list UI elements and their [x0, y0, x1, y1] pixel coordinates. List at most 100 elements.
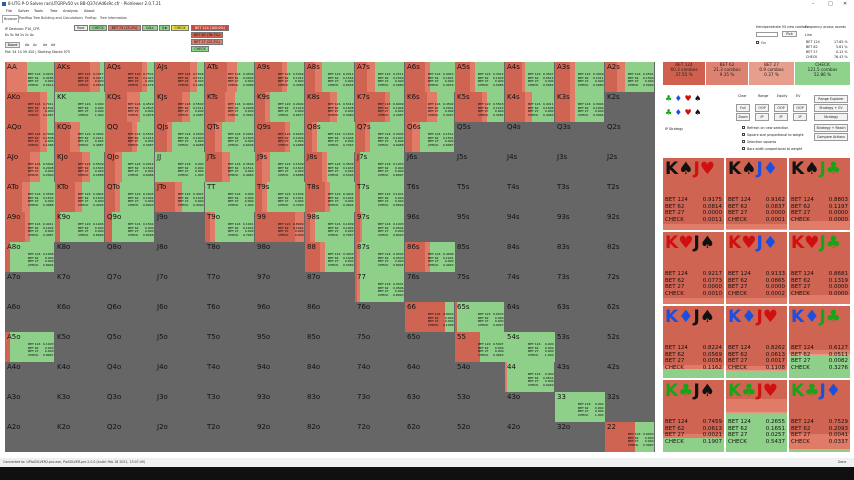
refresh-checkbox[interactable]: [742, 126, 745, 129]
hand-cell-64o[interactable]: 64o: [405, 362, 455, 392]
bet-74-button[interactable]: BET 74 (25.2%): [108, 25, 141, 31]
hand-cell-62o[interactable]: 62o: [405, 422, 455, 452]
hand-cell-J5s[interactable]: J5s: [455, 152, 505, 182]
hand-cell-A8s[interactable]: A8s BET 124 BET 62 BET 27 CHECK 0.2011 0.1…: [305, 62, 355, 92]
hand-cell-52s[interactable]: 52s: [605, 332, 655, 362]
hand-cell-T3o[interactable]: T3o: [205, 392, 255, 422]
hand-cell-T7s[interactable]: T7s BET 124 BET 62 BET 27 CHECK 0.1001 0.0…: [355, 182, 405, 212]
spade-icon-2[interactable]: ♠: [694, 108, 702, 117]
hand-cell-92s[interactable]: 92s: [605, 212, 655, 242]
combo-K♥J♣[interactable]: K♥J♣ BET 124 BET 62 BET 27 CHECK 0.8681 0.…: [789, 232, 850, 304]
hand-cell-J3s[interactable]: J3s: [555, 152, 605, 182]
hand-cell-T5o[interactable]: T5o: [205, 332, 255, 362]
pick-button[interactable]: Pick: [782, 31, 797, 37]
hand-cell-K8o[interactable]: K8o: [55, 242, 105, 272]
hand-cell-83o[interactable]: 83o: [305, 392, 355, 422]
hand-cell-22[interactable]: 22 BET 124 BET 62 BET 27 CHECK 0.6003 0.00…: [605, 422, 655, 452]
hand-cell-QJo[interactable]: QJo BET 124 BET 62 BET 27 CHECK 0.2012 0.1…: [105, 152, 155, 182]
hand-cell-K7s[interactable]: K7s BET 124 BET 62 BET 27 CHECK 0.6009 0.1…: [355, 92, 405, 122]
hand-cell-99[interactable]: 99 BET 124 BET 62 BET 27 CHECK 0.8009 0.19…: [255, 212, 305, 242]
hand-cell-KJo[interactable]: KJo BET 124 BET 62 BET 27 CHECK 0.5509 0.1…: [55, 152, 105, 182]
full-button[interactable]: Full: [736, 104, 750, 112]
hand-cell-A9s[interactable]: A9s BET 124 BET 62 BET 27 CHECK 0.5499 0.1…: [255, 62, 305, 92]
nav-ab[interactable]: Ab: [25, 43, 30, 47]
hand-cell-83s[interactable]: 83s: [555, 242, 605, 272]
hand-cell-73s[interactable]: 73s: [555, 272, 605, 302]
hand-cell-A6o[interactable]: A6o: [5, 302, 55, 332]
tab-preflop[interactable]: Preflop: [85, 16, 97, 20]
hand-cell-93o[interactable]: 93o: [255, 392, 305, 422]
hand-cell-T4s[interactable]: T4s: [505, 182, 555, 212]
menu-file[interactable]: File: [6, 9, 13, 13]
hand-cell-K2s[interactable]: K2s: [605, 92, 655, 122]
minimize-button[interactable]: –: [812, 1, 815, 7]
hand-cell-AKs[interactable]: AKs BET 124 BET 62 BET 27 CHECK 0.7027 0.2…: [55, 62, 105, 92]
hand-cell-32o[interactable]: 32o: [555, 422, 605, 452]
hand-cell-K9o[interactable]: K9o BET 124 BET 62 BET 27 CHECK 0.1004 0.0…: [55, 212, 105, 242]
menu-about[interactable]: About: [84, 9, 95, 13]
hand-cell-63o[interactable]: 63o: [405, 392, 455, 422]
hand-cell-Q2o[interactable]: Q2o: [105, 422, 155, 452]
hand-cell-Q7s[interactable]: Q7s BET 124 BET 62 BET 27 CHECK 0.2005 0.1…: [355, 122, 405, 152]
hand-cell-A5s[interactable]: A5s BET 124 BET 62 BET 27 CHECK 0.3012 0.1…: [455, 62, 505, 92]
hand-cell-A6s[interactable]: A6s BET 124 BET 62 BET 27 CHECK 0.4023 0.1…: [405, 62, 455, 92]
summary-bet-62[interactable]: BET 62 21.3 combos 9.35 %: [706, 62, 748, 85]
hand-cell-Q8s[interactable]: Q8s BET 124 BET 62 BET 27 CHECK 0.1503 0.1…: [305, 122, 355, 152]
hand-cell-Q5o[interactable]: Q5o: [105, 332, 155, 362]
selection-squares-checkbox[interactable]: [742, 140, 745, 143]
hand-cell-92o[interactable]: 92o: [255, 422, 305, 452]
hand-cell-82s[interactable]: 82s: [605, 242, 655, 272]
hand-cell-54o[interactable]: 54o: [455, 362, 505, 392]
club-icon-2[interactable]: ♣: [665, 108, 673, 117]
hand-cell-33[interactable]: 33 BET 124 BET 62 BET 27 CHECK 0.000 0.000…: [555, 392, 605, 422]
hand-cell-T5s[interactable]: T5s: [455, 182, 505, 212]
hand-cell-Q4s[interactable]: Q4s: [505, 122, 555, 152]
combo-K♠J♥[interactable]: K♠J♥ BET 124 BET 62 BET 27 CHECK 0.9175 0.…: [663, 158, 724, 230]
hand-cell-A2s[interactable]: A2s BET 124 BET 62 BET 27 CHECK 0.2501 0.1…: [605, 62, 655, 92]
hand-cell-QJs[interactable]: QJs BET 124 BET 62 BET 27 CHECK 0.2509 0.1…: [155, 122, 205, 152]
hand-cell-86o[interactable]: 86o: [305, 302, 355, 332]
hand-cell-QTs[interactable]: QTs BET 124 BET 62 BET 27 CHECK 0.2001 0.1…: [205, 122, 255, 152]
strategy-ev-button[interactable]: Strategy + EV: [814, 104, 848, 112]
oop-button-3[interactable]: OOP: [793, 104, 807, 112]
hand-cell-J2o[interactable]: J2o: [155, 422, 205, 452]
hand-cell-77[interactable]: 77 BET 124 BET 62 BET 27 CHECK 0.0501 0.05…: [355, 272, 405, 302]
hand-cell-J9o[interactable]: J9o: [155, 212, 205, 242]
nav-ac[interactable]: Ac: [33, 43, 38, 47]
hand-cell-J2s[interactable]: J2s: [605, 152, 655, 182]
combo-K♦J♥[interactable]: K♦J♥ BET 124 BET 62 BET 27 CHECK 0.8262 0.…: [726, 306, 787, 378]
on-checkbox[interactable]: [756, 41, 759, 44]
hand-cell-93s[interactable]: 93s: [555, 212, 605, 242]
hand-cell-A2o[interactable]: A2o: [5, 422, 55, 452]
oop-button-1[interactable]: OOP: [755, 104, 769, 112]
hand-cell-J6s[interactable]: J6s: [405, 152, 455, 182]
hand-cell-A7o[interactable]: A7o: [5, 272, 55, 302]
hand-cell-Q8o[interactable]: Q8o: [105, 242, 155, 272]
hand-cell-J7s[interactable]: J7s BET 124 BET 62 BET 27 CHECK 0.1003 0.0…: [355, 152, 405, 182]
hand-cell-K4o[interactable]: K4o: [55, 362, 105, 392]
hand-cell-87o[interactable]: 87o: [305, 272, 355, 302]
hand-cell-J5o[interactable]: J5o: [155, 332, 205, 362]
ip-button-2[interactable]: IP: [774, 113, 788, 121]
square-size-checkbox[interactable]: [742, 133, 745, 136]
hand-cell-96o[interactable]: 96o: [255, 302, 305, 332]
check-button-2[interactable]: CHECK: [171, 25, 189, 31]
hand-cell-T3s[interactable]: T3s: [555, 182, 605, 212]
hand-cell-A4s[interactable]: A4s BET 124 BET 62 BET 27 CHECK 0.3507 0.0…: [505, 62, 555, 92]
hand-cell-64s[interactable]: 64s: [505, 302, 555, 332]
hand-cell-K8s[interactable]: K8s BET 124 BET 62 BET 27 CHECK 0.5012 0.1…: [305, 92, 355, 122]
diamond-icon-2[interactable]: ♦: [674, 108, 682, 117]
hand-cell-Q9s[interactable]: Q9s BET 124 BET 62 BET 27 CHECK 0.6003 0.1…: [255, 122, 305, 152]
spade-icon[interactable]: ♠: [694, 94, 702, 103]
hand-cell-QTo[interactable]: QTo BET 124 BET 62 BET 27 CHECK 0.2005 0.1…: [105, 182, 155, 212]
hand-cell-85s[interactable]: 85s: [455, 242, 505, 272]
hand-cell-72o[interactable]: 72o: [355, 422, 405, 452]
strategy-reach-button[interactable]: Strategy + Reach: [814, 124, 848, 132]
hand-cell-84o[interactable]: 84o: [305, 362, 355, 392]
hand-cell-A9o[interactable]: A9o BET 124 BET 62 BET 27 CHECK 0.4011 0.1…: [5, 212, 55, 242]
hand-cell-Q2s[interactable]: Q2s: [605, 122, 655, 152]
hand-cell-98s[interactable]: 98s BET 124 BET 62 BET 27 CHECK 0.1009 0.1…: [305, 212, 355, 242]
hand-cell-AA[interactable]: AA BET 124 BET 62 BET 27 CHECK 0.0201 0.41…: [5, 62, 55, 92]
hand-cell-AKo[interactable]: AKo BET 124 BET 62 BET 27 CHECK 0.7011 0.1…: [5, 92, 55, 122]
hand-cell-KK[interactable]: KK BET 124 BET 62 BET 27 CHECK 0.000 0.000…: [55, 92, 105, 122]
